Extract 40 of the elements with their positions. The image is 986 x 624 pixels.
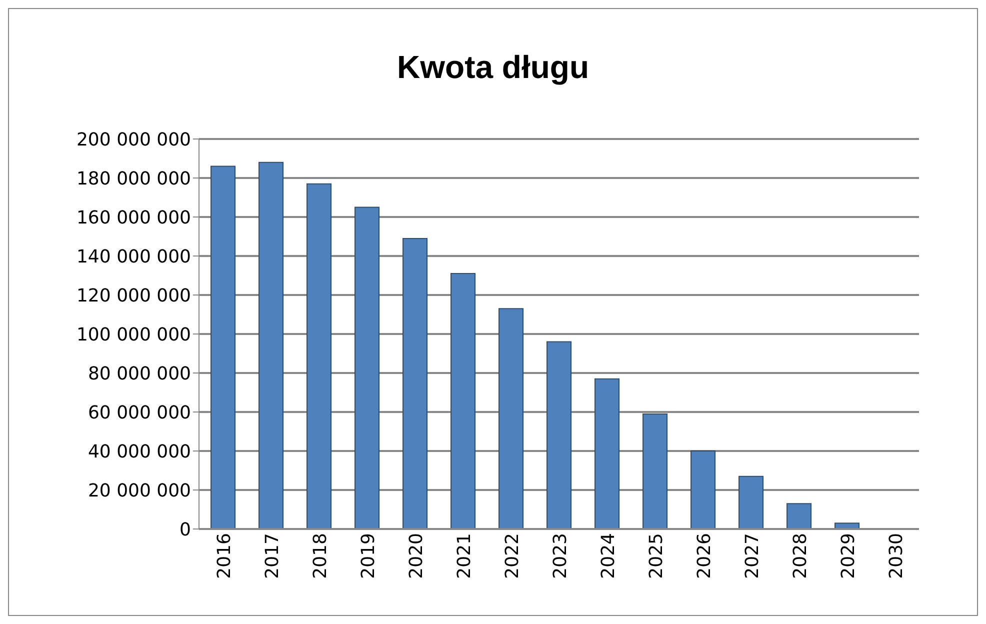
bar [786, 503, 812, 529]
x-tick-label: 2028 [790, 533, 811, 579]
x-tick-label: 2022 [502, 533, 523, 579]
y-tick-label: 180 000 000 [76, 168, 191, 190]
bar [306, 183, 332, 529]
x-tick-label: 2023 [550, 533, 571, 579]
y-tick-label: 80 000 000 [88, 363, 191, 384]
y-tick-label: 40 000 000 [88, 441, 191, 462]
bar [450, 273, 476, 529]
x-tick-label: 2026 [694, 533, 715, 579]
y-tick-label: 200 000 000 [76, 129, 191, 150]
x-tick-label: 2029 [838, 533, 859, 579]
bar [258, 162, 284, 529]
bar [354, 206, 380, 529]
x-tick-label: 2030 [886, 533, 907, 579]
x-tick-label: 2019 [358, 533, 379, 579]
y-tick-label: 0 [180, 519, 191, 540]
bar [738, 476, 764, 529]
x-tick-label: 2025 [646, 533, 667, 579]
y-tick-label: 100 000 000 [76, 324, 191, 346]
chart-title: Kwota długu [396, 48, 590, 87]
bar [498, 308, 524, 529]
x-tick-label: 2016 [214, 533, 235, 579]
bar [642, 413, 668, 529]
x-tick-label: 2017 [262, 533, 283, 579]
y-tick-label: 160 000 000 [76, 207, 191, 228]
x-tick-label: 2027 [742, 533, 763, 579]
x-tick-label: 2024 [598, 533, 619, 579]
y-tick-label: 120 000 000 [76, 285, 191, 306]
y-tick-label: 140 000 000 [76, 246, 191, 268]
bar [210, 166, 236, 529]
bar [546, 341, 572, 529]
bar [402, 238, 428, 529]
x-tick-label: 2021 [454, 533, 475, 579]
y-tick-label: 60 000 000 [88, 402, 191, 424]
bar [690, 450, 716, 529]
bar [594, 378, 620, 529]
y-tick-label: 20 000 000 [88, 480, 191, 502]
x-tick-label: 2018 [310, 533, 331, 579]
x-tick-label: 2020 [406, 533, 427, 579]
